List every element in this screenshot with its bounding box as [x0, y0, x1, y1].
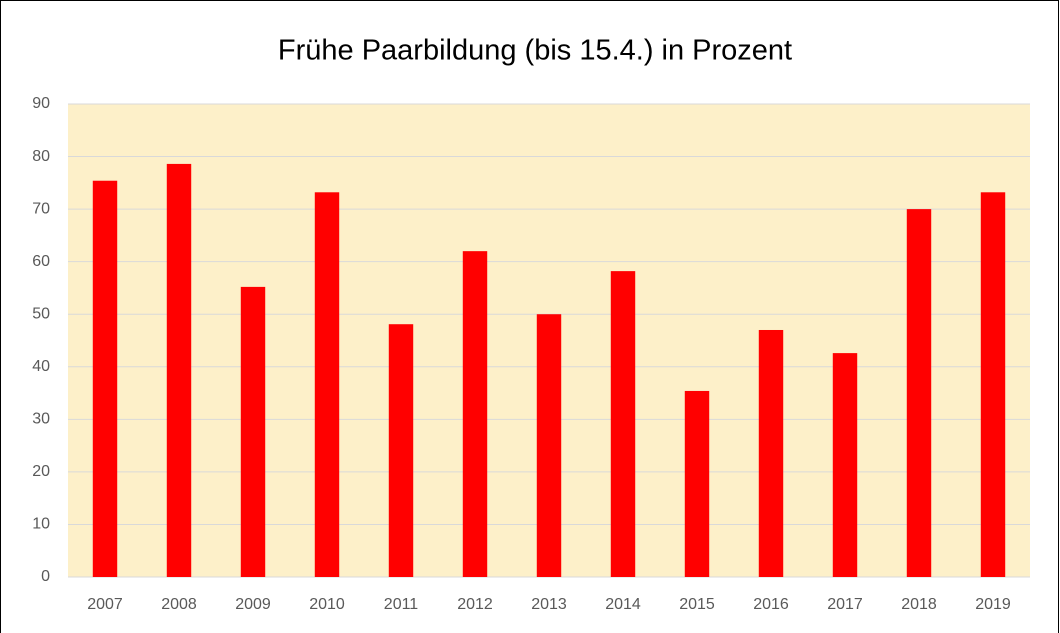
x-tick-label: 2017	[827, 596, 863, 613]
bar	[610, 271, 636, 577]
bar	[314, 192, 340, 577]
x-tick-label: 2013	[531, 596, 567, 613]
bar	[240, 286, 266, 577]
bar	[832, 353, 858, 577]
x-tick-label: 2012	[457, 596, 493, 613]
x-tick-label: 2007	[87, 596, 123, 613]
y-tick-label: 10	[32, 516, 50, 533]
x-tick-label: 2010	[309, 596, 345, 613]
y-tick-label: 50	[32, 305, 50, 322]
y-tick-label: 0	[41, 568, 50, 585]
bar	[462, 251, 488, 577]
x-tick-label: 2009	[235, 596, 271, 613]
bar	[684, 390, 710, 577]
bar	[758, 329, 784, 577]
x-tick-label: 2008	[161, 596, 197, 613]
bar	[92, 180, 118, 577]
y-tick-label: 90	[32, 95, 50, 112]
y-tick-label: 20	[32, 463, 50, 480]
bar	[980, 192, 1006, 577]
chart-title: Frühe Paarbildung (bis 15.4.) in Prozent	[278, 35, 792, 67]
bar	[166, 163, 192, 577]
x-tick-label: 2011	[384, 596, 419, 613]
x-tick-label: 2014	[605, 596, 641, 613]
y-tick-label: 80	[32, 148, 50, 165]
y-tick-label: 40	[32, 358, 50, 375]
x-tick-label: 2018	[901, 596, 937, 613]
bar	[906, 209, 932, 577]
x-tick-label: 2016	[753, 596, 789, 613]
bar	[536, 314, 562, 577]
x-tick-label: 2019	[975, 596, 1011, 613]
x-tick-label: 2015	[679, 596, 715, 613]
y-tick-label: 30	[32, 411, 50, 428]
y-tick-label: 70	[32, 200, 50, 217]
bar	[388, 324, 414, 577]
y-tick-label: 60	[32, 253, 50, 270]
